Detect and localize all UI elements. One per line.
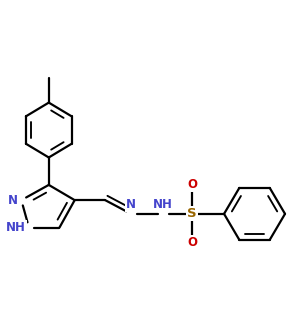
Text: N: N — [126, 198, 136, 211]
Text: NH: NH — [6, 221, 26, 234]
Text: O: O — [187, 178, 197, 191]
Text: NH: NH — [153, 198, 173, 211]
Text: S: S — [187, 207, 197, 220]
Text: N: N — [8, 194, 18, 207]
Text: O: O — [187, 236, 197, 249]
